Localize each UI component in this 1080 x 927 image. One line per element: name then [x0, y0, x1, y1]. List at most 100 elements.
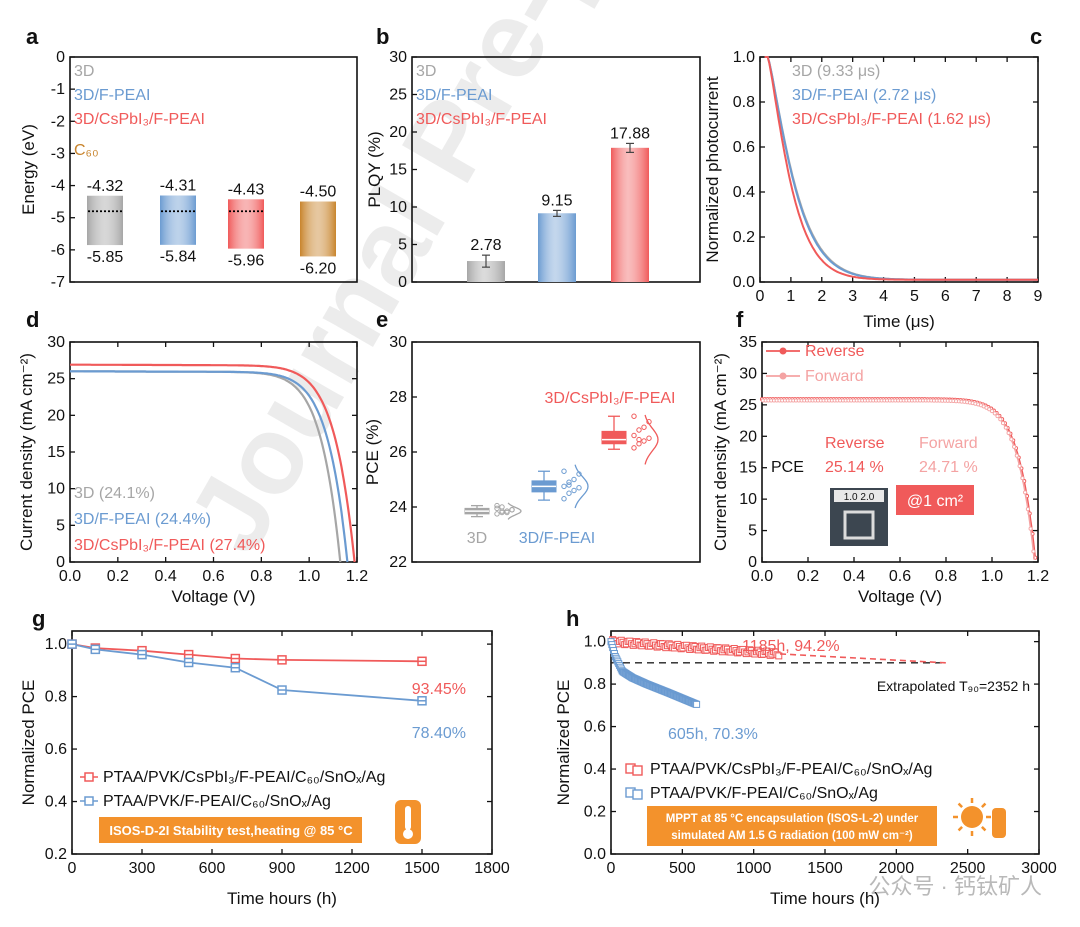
test-banner: [99, 817, 362, 843]
y-tick-label: 20: [739, 428, 757, 445]
x-tick-label: 1500: [404, 860, 440, 877]
y-tick-label: 30: [739, 365, 757, 382]
data-point: [494, 511, 500, 517]
y-tick-label: 25: [739, 397, 757, 414]
y-tick-label: -5: [51, 210, 65, 227]
x-tick-label: 2: [817, 288, 826, 305]
x-tick-label: 2500: [950, 860, 986, 877]
test-banner-text: simulated AM 1.5 G radiation (100 mW cm⁻…: [671, 830, 913, 842]
test-banner-text: MPPT at 85 °C encapsulation (ISOS-L-2) u…: [666, 813, 919, 825]
y-tick-label: 10: [389, 199, 407, 216]
x-tick-label: 0.2: [107, 568, 129, 585]
x-tick-label: 300: [129, 860, 156, 877]
panel-label: g: [32, 606, 45, 631]
y-tick-label: 5: [56, 517, 65, 534]
x-axis-title: Time hours (h): [770, 889, 880, 908]
y-axis-title: PLQY (%): [365, 131, 384, 207]
legend-entry: 3D/CsPbI₃/F-PEAI (27.4%): [74, 537, 265, 554]
x-axis-title: Voltage (V): [858, 587, 942, 606]
x-tick-label: 1500: [807, 860, 843, 877]
y-tick-label: 0.8: [45, 689, 67, 706]
plot-frame: [69, 56, 358, 283]
x-tick-label: 8: [1003, 288, 1012, 305]
value-label: 2.78: [470, 237, 501, 254]
y-tick-label: 1.0: [733, 49, 755, 66]
x-tick-label: 0.2: [797, 568, 819, 585]
corner-watermark: 公众号 · 钙钛矿人: [868, 874, 1042, 899]
legend-entry: C₆₀: [74, 142, 99, 159]
x-tick-label: 1.0: [298, 568, 320, 585]
sun-icon: [961, 806, 983, 828]
y-tick-label: 0.6: [733, 139, 755, 156]
pce-value: 24.71 %: [919, 459, 978, 476]
x-tick-label: 0: [756, 288, 765, 305]
y-tick-label: 15: [739, 460, 757, 477]
y-tick-label: 25: [47, 371, 65, 388]
pce-value: 25.14 %: [825, 459, 884, 476]
ruler: [834, 490, 884, 502]
data-point: [571, 476, 577, 483]
panel-g-thermal-stability: 0.2 0.4 0.6 0.8 1.0 0 300 600 900 1200 1500 1800 Tim…: [19, 606, 510, 908]
y-axis-title: Normalized PCE: [554, 680, 573, 806]
data-point: [561, 483, 567, 490]
annotation: 1185h, 94.2%: [742, 638, 840, 655]
data-point: [641, 424, 647, 430]
x-tick-label: 0: [68, 860, 77, 877]
decay-curve: [764, 56, 1038, 281]
y-tick-label: 1.0: [584, 634, 606, 651]
data-marker: [1023, 490, 1028, 495]
test-banner-text: ISOS-D-2I Stability test,heating @ 85 °C: [109, 823, 353, 838]
x-tick-label: 900: [269, 860, 296, 877]
x-tick-label: 9: [1034, 288, 1043, 305]
data-marker: [1000, 421, 1006, 426]
x-tick-label: 600: [199, 860, 226, 877]
y-tick-label: -7: [51, 274, 65, 291]
y-tick-label: -3: [51, 145, 65, 162]
panel-a-energy-levels: -7 -6 -5 -4 -3 -2 -1 0 Energy (eV) a 3D 3D/F-PEAI 3D…: [19, 24, 358, 291]
y-tick-label: 0.8: [733, 94, 755, 111]
y-axis-title: Current density (mA cm⁻²): [711, 353, 730, 551]
y-tick-label: 0.0: [584, 846, 606, 863]
legend-entry: 3D/F-PEAI (24.4%): [74, 511, 211, 528]
y-tick-label: 5: [398, 237, 407, 254]
y-tick-label: 15: [47, 444, 65, 461]
legend-marker: [632, 789, 643, 800]
panel-f-large-area-jv: 0 5 10 15 20 25 30 35 0.0 0.2 0.4 0.6 0.8 1.0 1.2 Volta…: [711, 307, 1049, 606]
data-point: [636, 436, 642, 443]
panel-d-jv: 0 5 10 15 20 25 30 0.0 0.2 0.4 0.6 0.8 1.0 1.2 Voltage…: [17, 307, 368, 606]
ruler-text: 1.0 2.0: [844, 492, 875, 503]
y-tick-label: 0.0: [733, 274, 755, 291]
y-tick-label: 0.4: [584, 761, 606, 778]
jv-curve: [70, 363, 356, 563]
legend-marker: [779, 372, 787, 380]
annotation: 605h, 70.3%: [668, 726, 758, 743]
y-tick-label: 22: [389, 554, 407, 571]
data-marker: [1028, 526, 1033, 531]
x-tick-label: 2000: [879, 860, 915, 877]
data-marker: [992, 411, 997, 416]
y-tick-label: 0: [398, 274, 407, 291]
x-tick-label: 3000: [1021, 860, 1057, 877]
energy-bar-shade: [160, 195, 196, 245]
jv-curve: [762, 399, 1036, 560]
pce-label: PCE: [771, 459, 804, 476]
legend-entry: 3D: [74, 63, 94, 80]
y-axis-title: PCE (%): [363, 419, 382, 485]
legend-marker: [84, 772, 94, 782]
data-point: [504, 509, 510, 516]
x-tick-label: 500: [669, 860, 696, 877]
legend-marker: [779, 347, 787, 355]
sun-icon-ray: [981, 802, 987, 808]
y-axis-title: Current density (mA cm⁻²): [17, 353, 36, 551]
data-marker: [1014, 453, 1019, 458]
level-top-label: -4.50: [300, 184, 337, 201]
x-tick-label: 0.0: [751, 568, 773, 585]
thermometer-icon: [992, 808, 1006, 838]
data-marker: [1017, 463, 1022, 469]
data-point: [499, 508, 505, 514]
y-tick-label: 0.2: [45, 846, 67, 863]
x-tick-label: 0.4: [843, 568, 865, 585]
y-tick-label: 30: [47, 334, 65, 351]
jv-curve: [70, 370, 349, 563]
energy-bar-shade: [228, 199, 264, 249]
